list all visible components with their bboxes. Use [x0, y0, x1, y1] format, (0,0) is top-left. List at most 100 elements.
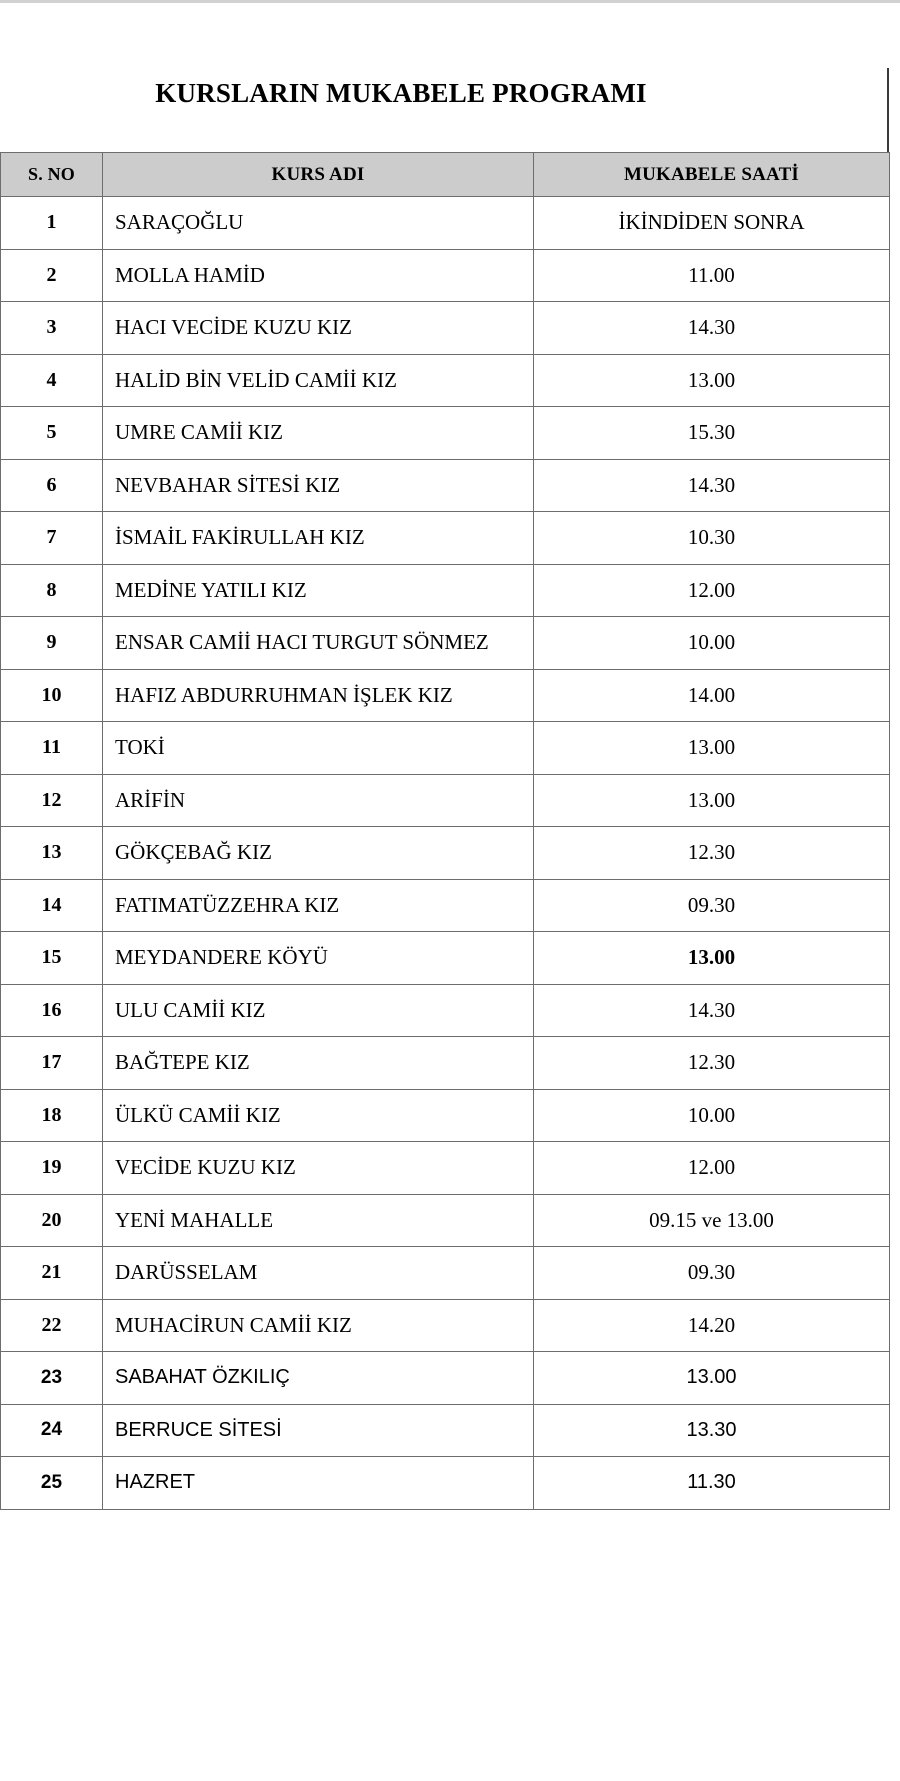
- table-row: 21 DARÜSSELAM 09.30: [0, 1246, 890, 1300]
- cell-mukabele-saati: 10.00: [533, 616, 890, 670]
- cell-kurs-adi: HAFIZ ABDURRUHMAN İŞLEK KIZ: [102, 668, 534, 722]
- cell-kurs-adi: HAZRET: [102, 1456, 534, 1510]
- table-row: 13 GÖKÇEBAĞ KIZ 12.30: [0, 826, 890, 880]
- cell-sira-no: 23: [0, 1351, 103, 1405]
- cell-kurs-adi: SABAHAT ÖZKILIÇ: [102, 1351, 534, 1405]
- table-row: 22 MUHACİRUN CAMİİ KIZ 14.20: [0, 1298, 890, 1352]
- cell-sira-no: 10: [0, 668, 103, 722]
- cell-mukabele-saati: 13.00: [533, 1351, 890, 1405]
- cell-kurs-adi: BAĞTEPE KIZ: [102, 1036, 534, 1090]
- cell-kurs-adi: GÖKÇEBAĞ KIZ: [102, 826, 534, 880]
- table-row: 9 ENSAR CAMİİ HACI TURGUT SÖNMEZ 10.00: [0, 616, 890, 670]
- cell-sira-no: 16: [0, 983, 103, 1037]
- cell-kurs-adi: YENİ MAHALLE: [102, 1193, 534, 1247]
- cell-mukabele-saati: 12.30: [533, 1036, 890, 1090]
- cell-sira-no: 5: [0, 406, 103, 460]
- cell-sira-no: 9: [0, 616, 103, 670]
- cell-sira-no: 22: [0, 1298, 103, 1352]
- cell-mukabele-saati: 12.30: [533, 826, 890, 880]
- table-row: 18 ÜLKÜ CAMİİ KIZ 10.00: [0, 1088, 890, 1142]
- cell-sira-no: 19: [0, 1141, 103, 1195]
- table-header: S. NO KURS ADI MUKABELE SAATİ: [0, 152, 890, 197]
- cell-sira-no: 25: [0, 1456, 103, 1510]
- cell-kurs-adi: ARİFİN: [102, 773, 534, 827]
- table-row: 5 UMRE CAMİİ KIZ 15.30: [0, 406, 890, 460]
- cell-mukabele-saati: 11.00: [533, 248, 890, 302]
- cell-mukabele-saati: 14.30: [533, 301, 890, 355]
- cell-sira-no: 11: [0, 721, 103, 775]
- table-row: 8 MEDİNE YATILI KIZ 12.00: [0, 563, 890, 617]
- table-row: 15 MEYDANDERE KÖYÜ 13.00: [0, 931, 890, 985]
- page-top-rule: [0, 0, 900, 3]
- cell-mukabele-saati: 09.15 ve 13.00: [533, 1193, 890, 1247]
- cell-sira-no: 20: [0, 1193, 103, 1247]
- page-right-margin-rule: [887, 68, 889, 154]
- cell-kurs-adi: VECİDE KUZU KIZ: [102, 1141, 534, 1195]
- cell-kurs-adi: BERRUCE SİTESİ: [102, 1403, 534, 1457]
- cell-sira-no: 14: [0, 878, 103, 932]
- cell-mukabele-saati: İKİNDİDEN SONRA: [533, 196, 890, 250]
- table-row: 2 MOLLA HAMİD 11.00: [0, 248, 890, 302]
- table-row: 25 HAZRET 11.30: [0, 1456, 890, 1510]
- cell-kurs-adi: HALİD BİN VELİD CAMİİ KIZ: [102, 353, 534, 407]
- cell-kurs-adi: DARÜSSELAM: [102, 1246, 534, 1300]
- table-row: 24 BERRUCE SİTESİ 13.30: [0, 1403, 890, 1457]
- table-header-row: S. NO KURS ADI MUKABELE SAATİ: [0, 152, 890, 197]
- cell-sira-no: 24: [0, 1403, 103, 1457]
- cell-mukabele-saati: 09.30: [533, 878, 890, 932]
- cell-mukabele-saati: 14.20: [533, 1298, 890, 1352]
- table-row: 3 HACI VECİDE KUZU KIZ 14.30: [0, 301, 890, 355]
- table-row: 19 VECİDE KUZU KIZ 12.00: [0, 1141, 890, 1195]
- column-header-kurs-adi: KURS ADI: [102, 152, 534, 197]
- program-table-container: S. NO KURS ADI MUKABELE SAATİ 1 SARAÇOĞLU…: [0, 152, 890, 1510]
- table-row: 16 ULU CAMİİ KIZ 14.30: [0, 983, 890, 1037]
- table-row: 11 TOKİ 13.00: [0, 721, 890, 775]
- cell-sira-no: 3: [0, 301, 103, 355]
- cell-kurs-adi: ULU CAMİİ KIZ: [102, 983, 534, 1037]
- cell-kurs-adi: HACI VECİDE KUZU KIZ: [102, 301, 534, 355]
- cell-mukabele-saati: 09.30: [533, 1246, 890, 1300]
- cell-kurs-adi: SARAÇOĞLU: [102, 196, 534, 250]
- cell-mukabele-saati: 14.30: [533, 458, 890, 512]
- table-row: 23 SABAHAT ÖZKILIÇ 13.00: [0, 1351, 890, 1405]
- table-row: 6 NEVBAHAR SİTESİ KIZ 14.30: [0, 458, 890, 512]
- cell-sira-no: 15: [0, 931, 103, 985]
- cell-mukabele-saati: 13.00: [533, 931, 890, 985]
- page-title: KURSLARIN MUKABELE PROGRAMI: [155, 78, 647, 108]
- cell-mukabele-saati: 13.00: [533, 773, 890, 827]
- cell-sira-no: 8: [0, 563, 103, 617]
- cell-mukabele-saati: 12.00: [533, 1141, 890, 1195]
- cell-mukabele-saati: 11.30: [533, 1456, 890, 1510]
- table-row: 7 İSMAİL FAKİRULLAH KIZ 10.30: [0, 511, 890, 565]
- cell-kurs-adi: ÜLKÜ CAMİİ KIZ: [102, 1088, 534, 1142]
- cell-kurs-adi: MEDİNE YATILI KIZ: [102, 563, 534, 617]
- table-row: 12 ARİFİN 13.00: [0, 773, 890, 827]
- cell-kurs-adi: ENSAR CAMİİ HACI TURGUT SÖNMEZ: [102, 616, 534, 670]
- cell-sira-no: 6: [0, 458, 103, 512]
- cell-kurs-adi: İSMAİL FAKİRULLAH KIZ: [102, 511, 534, 565]
- mukabele-program-table: S. NO KURS ADI MUKABELE SAATİ 1 SARAÇOĞLU…: [0, 152, 890, 1510]
- cell-mukabele-saati: 13.00: [533, 721, 890, 775]
- cell-mukabele-saati: 10.00: [533, 1088, 890, 1142]
- cell-mukabele-saati: 13.30: [533, 1403, 890, 1457]
- cell-kurs-adi: MUHACİRUN CAMİİ KIZ: [102, 1298, 534, 1352]
- cell-sira-no: 17: [0, 1036, 103, 1090]
- cell-mukabele-saati: 13.00: [533, 353, 890, 407]
- cell-kurs-adi: UMRE CAMİİ KIZ: [102, 406, 534, 460]
- cell-sira-no: 13: [0, 826, 103, 880]
- cell-mukabele-saati: 14.00: [533, 668, 890, 722]
- table-row: 20 YENİ MAHALLE 09.15 ve 13.00: [0, 1193, 890, 1247]
- table-row: 17 BAĞTEPE KIZ 12.30: [0, 1036, 890, 1090]
- cell-mukabele-saati: 15.30: [533, 406, 890, 460]
- cell-kurs-adi: TOKİ: [102, 721, 534, 775]
- cell-mukabele-saati: 14.30: [533, 983, 890, 1037]
- table-row: 4 HALİD BİN VELİD CAMİİ KIZ 13.00: [0, 353, 890, 407]
- cell-sira-no: 21: [0, 1246, 103, 1300]
- cell-kurs-adi: FATIMATÜZZEHRA KIZ: [102, 878, 534, 932]
- cell-sira-no: 1: [0, 196, 103, 250]
- cell-sira-no: 4: [0, 353, 103, 407]
- cell-mukabele-saati: 10.30: [533, 511, 890, 565]
- table-body: 1 SARAÇOĞLU İKİNDİDEN SONRA 2 MOLLA HAMİD 11.…: [0, 196, 890, 1510]
- cell-mukabele-saati: 12.00: [533, 563, 890, 617]
- cell-kurs-adi: NEVBAHAR SİTESİ KIZ: [102, 458, 534, 512]
